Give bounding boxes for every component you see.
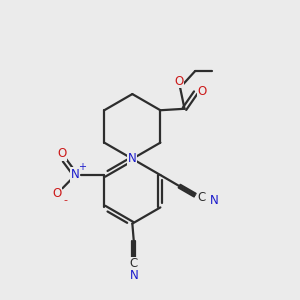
Text: C: C bbox=[197, 191, 206, 204]
Text: N: N bbox=[128, 152, 137, 165]
Text: N: N bbox=[210, 194, 218, 207]
Text: O: O bbox=[198, 85, 207, 98]
Text: O: O bbox=[52, 187, 62, 200]
Text: -: - bbox=[63, 195, 67, 205]
Text: N: N bbox=[129, 269, 138, 282]
Text: O: O bbox=[57, 147, 66, 160]
Text: N: N bbox=[71, 168, 80, 181]
Text: +: + bbox=[78, 162, 86, 172]
Text: O: O bbox=[174, 75, 183, 88]
Text: C: C bbox=[130, 257, 138, 271]
